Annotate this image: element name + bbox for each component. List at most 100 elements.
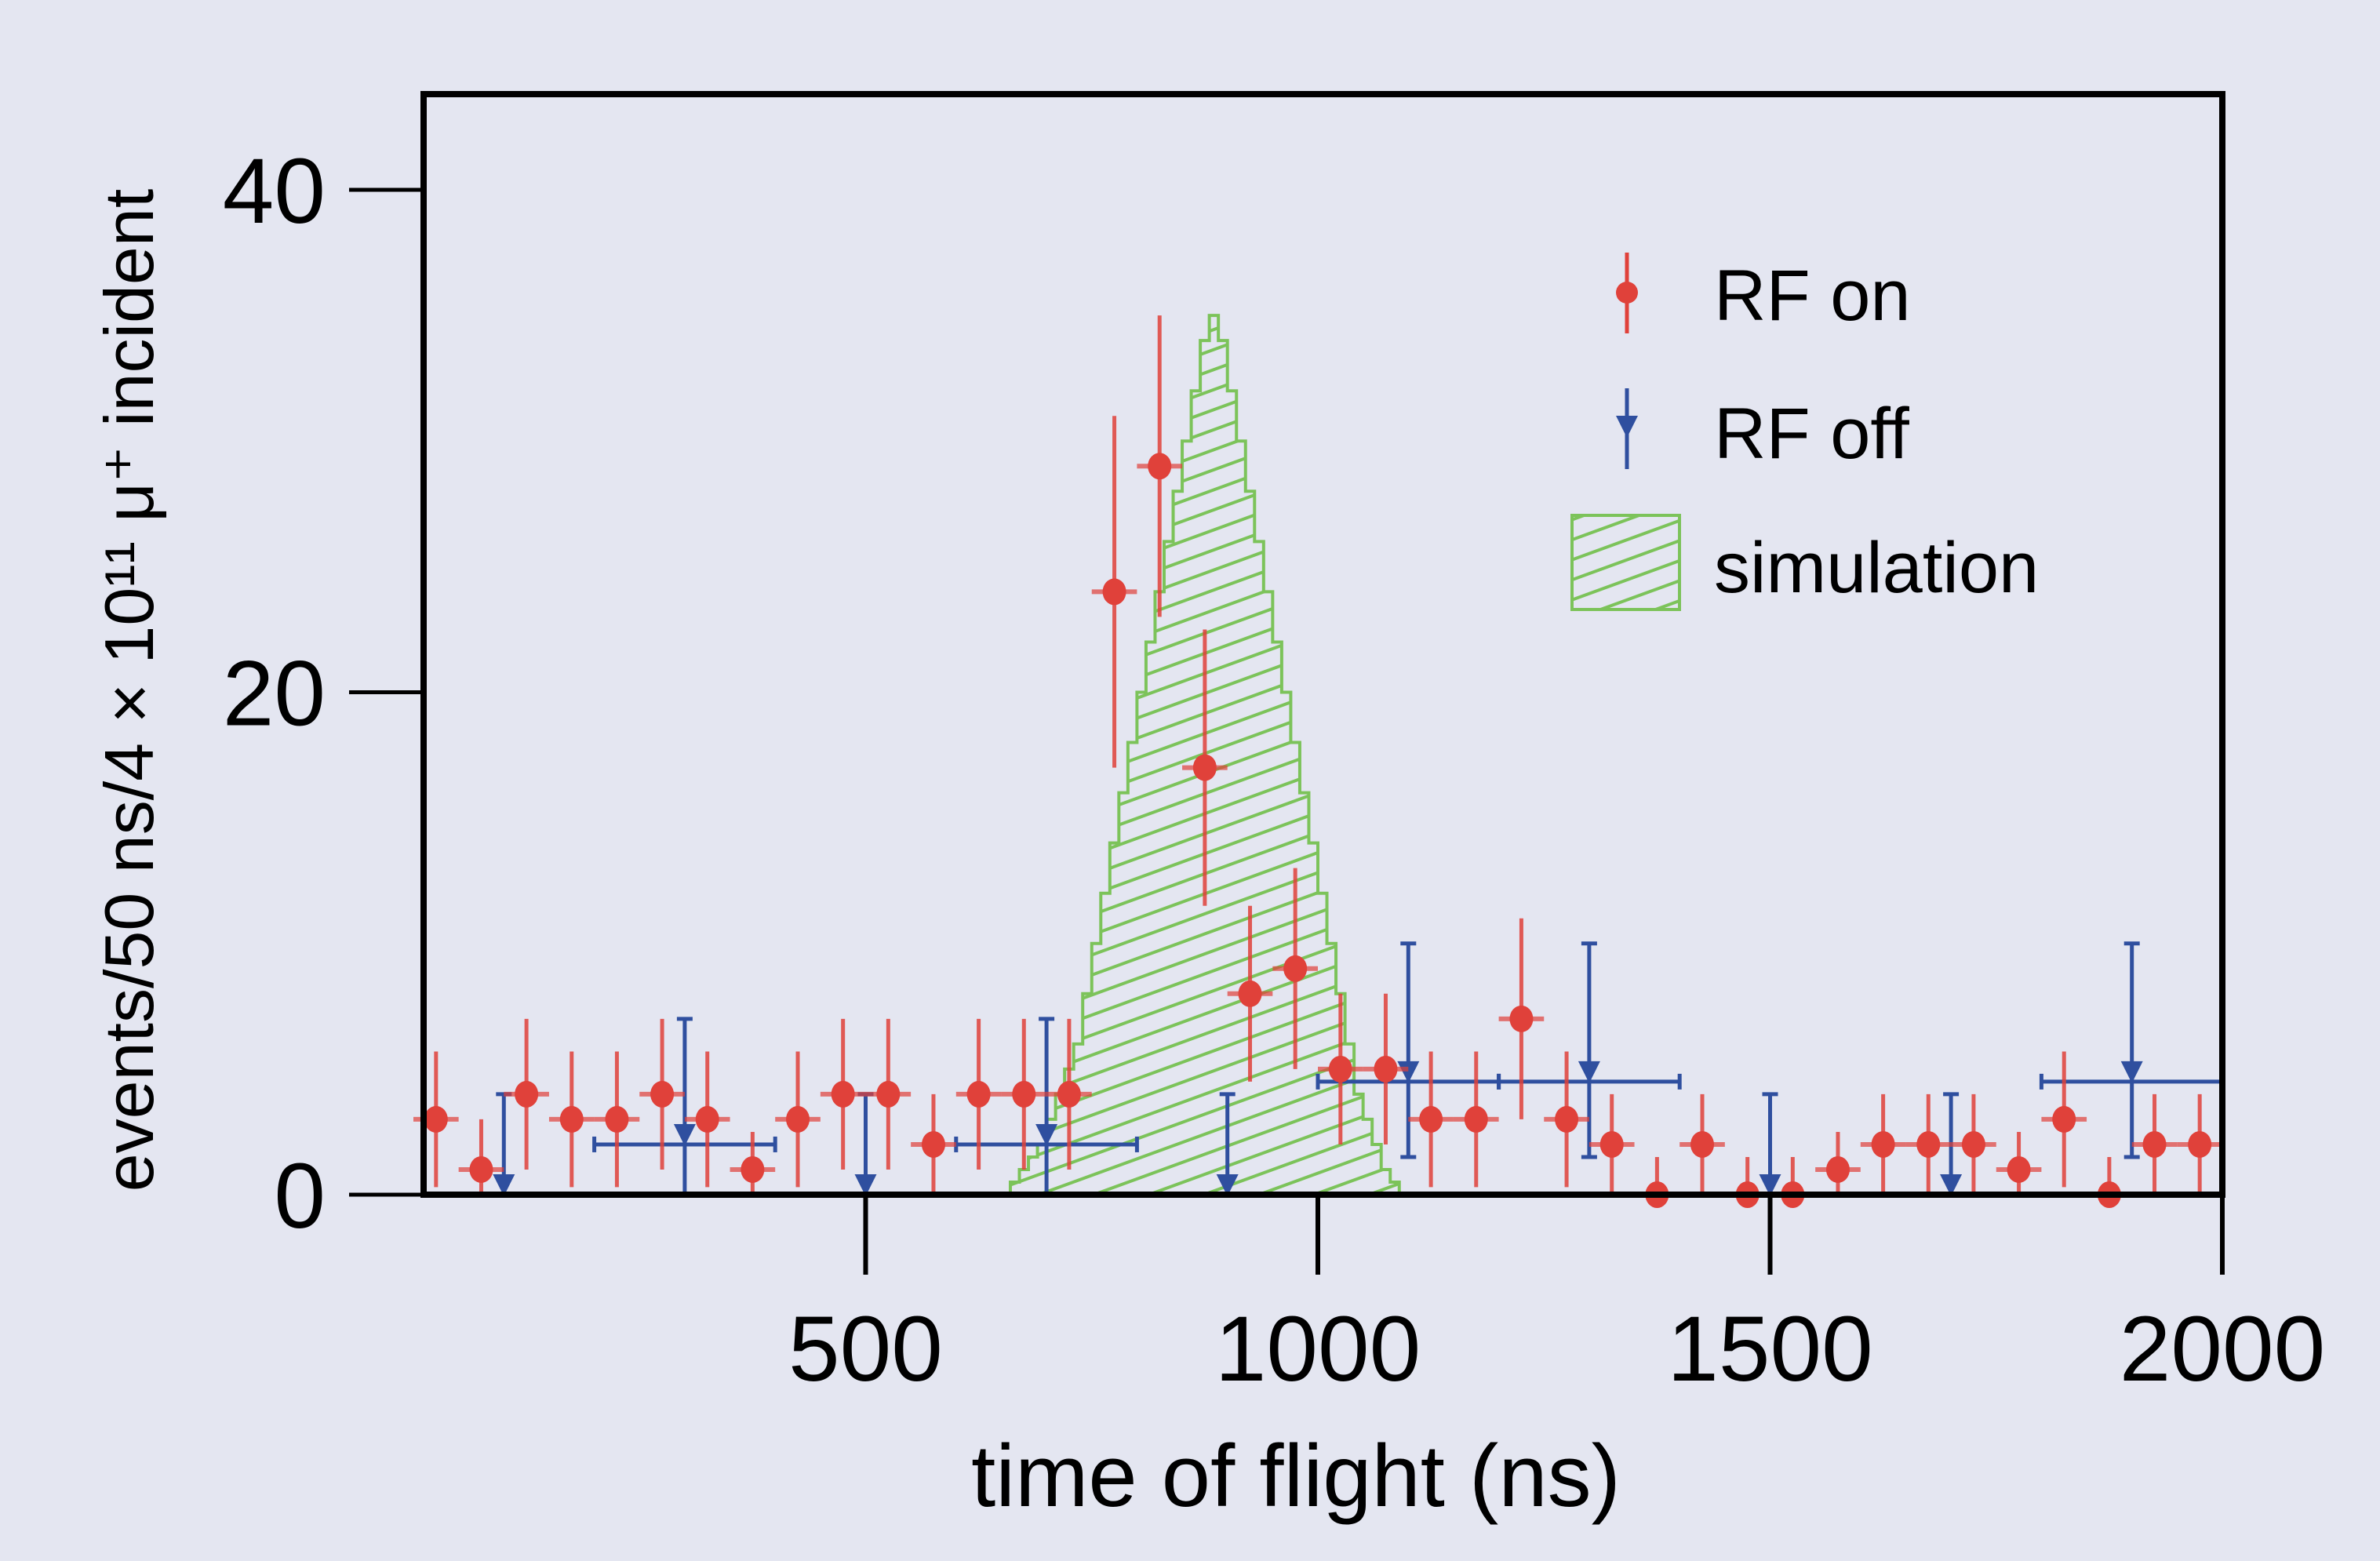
- rf-on-marker: [2052, 1105, 2076, 1133]
- legend-item-simulation: simulation: [1570, 514, 2039, 611]
- rf-on-point: [1137, 315, 1183, 617]
- rf-on-point: [1091, 416, 1137, 768]
- legend-item-rf-on: RF on: [1616, 253, 1911, 336]
- rf-on-marker: [1464, 1105, 1488, 1133]
- rf-on-point: [1951, 1093, 1996, 1195]
- y-tick-label: 20: [223, 642, 326, 746]
- rf-on-point: [1272, 868, 1318, 1069]
- rf-on-marker: [695, 1105, 719, 1133]
- rf-on-point: [730, 1131, 776, 1195]
- legend: RF on RF off simulation: [1570, 253, 2039, 611]
- rf-on-marker: [1102, 578, 1126, 606]
- rf-on-marker: [1238, 980, 1262, 1007]
- rf-on-point: [684, 1051, 730, 1188]
- rf-on-point: [1679, 1093, 1725, 1195]
- rf-on-point: [1363, 993, 1409, 1144]
- rf-on-point: [1453, 1051, 1499, 1188]
- rf-off-marker: [1216, 1174, 1239, 1196]
- rf-on-marker: [605, 1105, 629, 1133]
- rf-on-marker: [921, 1130, 945, 1158]
- rf-on-marker: [1690, 1130, 1715, 1158]
- rf-on-point: [458, 1119, 504, 1195]
- rf-on-point: [865, 1018, 912, 1170]
- legend-item-rf-off: RF off: [1616, 388, 1909, 474]
- simulation-histogram: [1001, 314, 1427, 1196]
- rf-on-marker: [1192, 754, 1217, 781]
- rf-on-marker: [1555, 1105, 1579, 1133]
- rf-on-marker: [559, 1105, 584, 1133]
- rf-on-point: [2177, 1093, 2222, 1195]
- rf-on-marker: [876, 1080, 901, 1108]
- rf-on-point: [1996, 1131, 2042, 1195]
- legend-label-rf-off: RF off: [1714, 394, 1909, 474]
- rf-off-marker: [673, 1123, 696, 1146]
- x-tick-label: 1500: [1667, 1297, 1873, 1401]
- rf-on-point: [1815, 1131, 1861, 1195]
- rf-on-marker: [741, 1155, 765, 1183]
- rf-on-point: [1318, 993, 1363, 1144]
- legend-label-simulation: simulation: [1714, 528, 2039, 608]
- rf-on-marker: [650, 1080, 675, 1108]
- rf-on-marker: [966, 1080, 991, 1108]
- legend-rf-on-marker-icon: [1616, 282, 1638, 304]
- rf-on-marker: [1825, 1155, 1850, 1183]
- rf-on-point: [1001, 1018, 1047, 1170]
- rf-on-marker: [1419, 1105, 1443, 1133]
- rf-on-point: [2041, 1051, 2087, 1188]
- rf-on-marker: [1012, 1080, 1036, 1108]
- rf-on-point: [1046, 1018, 1092, 1170]
- rf-on-marker: [1509, 1005, 1534, 1032]
- rf-on-marker: [1599, 1130, 1624, 1158]
- data-points: [413, 315, 2225, 1208]
- axes: 0 20 40 500 1000 1500 2000: [223, 140, 2326, 1401]
- rf-off-marker: [854, 1174, 877, 1196]
- rf-off-marker: [493, 1174, 515, 1196]
- rf-on-marker: [1148, 453, 1172, 480]
- y-tick-label: 40: [223, 140, 326, 243]
- y-axis-label: events/50 ns/4 × 10¹¹ μ⁺ incident: [90, 189, 168, 1192]
- rf-on-marker: [2188, 1130, 2212, 1158]
- rf-on-point: [548, 1051, 595, 1188]
- rf-on-marker: [1283, 955, 1308, 982]
- x-axis-label: time of flight (ns): [971, 1427, 1621, 1525]
- rf-on-marker: [515, 1080, 539, 1108]
- rf-on-point: [1408, 1051, 1454, 1188]
- rf-on-point: [775, 1051, 821, 1188]
- legend-label-rf-on: RF on: [1714, 256, 1911, 336]
- rf-on-point: [1860, 1093, 1906, 1195]
- rf-on-point: [594, 1051, 640, 1188]
- legend-simulation-swatch-icon: [1570, 514, 1681, 611]
- rf-on-marker: [1871, 1130, 1895, 1158]
- rf-on-marker: [1374, 1055, 1398, 1083]
- rf-on-point: [1905, 1093, 1952, 1195]
- rf-on-marker: [1328, 1055, 1352, 1083]
- rf-off-marker: [1940, 1174, 1963, 1196]
- x-tick-label: 2000: [2120, 1297, 2326, 1401]
- rf-on-point: [504, 1018, 549, 1170]
- rf-off-point: [2039, 941, 2225, 1159]
- rf-on-point: [1588, 1093, 1635, 1195]
- rf-on-marker: [469, 1155, 493, 1183]
- legend-rf-off-marker-icon: [1616, 416, 1638, 438]
- rf-on-point: [1227, 905, 1273, 1082]
- x-tick-label: 500: [788, 1297, 943, 1401]
- rf-on-marker: [831, 1080, 855, 1108]
- rf-on-point: [1544, 1051, 1589, 1188]
- rf-on-point: [2131, 1093, 2178, 1195]
- rf-on-point: [1182, 629, 1228, 906]
- rf-on-marker: [2142, 1130, 2167, 1158]
- y-tick-label: 0: [274, 1144, 326, 1248]
- rf-on-point: [820, 1018, 866, 1170]
- x-tick-label: 1000: [1215, 1297, 1421, 1401]
- plot-frame: [420, 91, 2225, 1198]
- rf-on-marker: [1057, 1080, 1081, 1108]
- rf-off-marker: [1035, 1123, 1058, 1146]
- rf-on-point: [911, 1093, 956, 1195]
- rf-on-marker: [2007, 1155, 2031, 1183]
- rf-on-point: [639, 1018, 685, 1170]
- rf-off-marker: [2120, 1061, 2143, 1083]
- rf-off-marker: [1759, 1174, 1781, 1196]
- rf-on-marker: [1916, 1130, 1941, 1158]
- rf-off-marker: [1578, 1061, 1600, 1083]
